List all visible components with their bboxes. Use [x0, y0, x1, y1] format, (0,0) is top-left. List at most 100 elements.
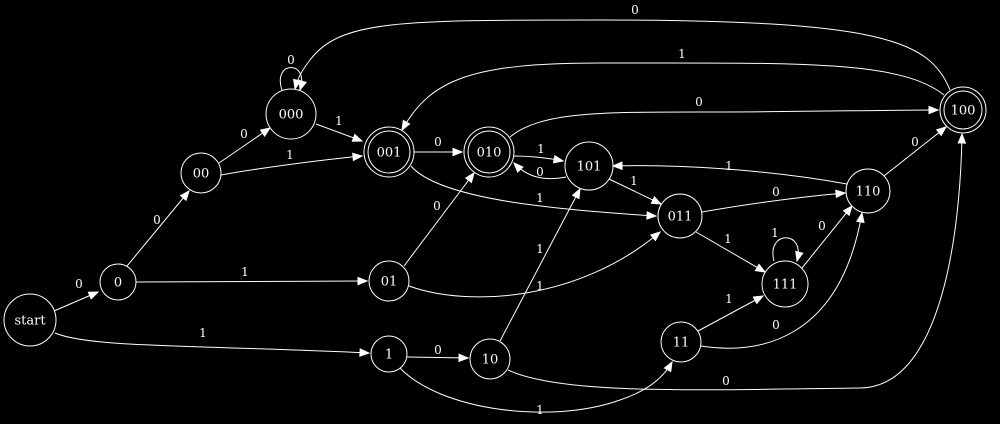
- accepting-ring: [367, 130, 411, 174]
- state-100[interactable]: 100: [939, 86, 987, 134]
- state-circle: [265, 88, 317, 140]
- edge-label: 0: [818, 219, 826, 233]
- state-000[interactable]: 000: [265, 88, 317, 140]
- state-01[interactable]: 01: [368, 260, 410, 302]
- edge-1-to-10-line: [406, 356, 469, 359]
- edge-101-to-010: 0: [513, 162, 567, 180]
- edge-011-to-110-arrowhead: [835, 189, 847, 199]
- edge-label: 1: [536, 403, 544, 417]
- state-circle: [370, 335, 408, 373]
- edge-label: 0: [695, 95, 703, 109]
- edge-label: 1: [725, 159, 733, 173]
- state-label: 101: [577, 160, 602, 175]
- state-011[interactable]: 011: [657, 193, 703, 239]
- edge-101-to-011-arrowhead: [650, 195, 663, 205]
- state-00[interactable]: 00: [180, 152, 222, 194]
- edge-label: 1: [241, 265, 249, 279]
- edge-011-to-111-arrowhead: [754, 263, 767, 273]
- edge-01-to-011-arrowhead: [649, 231, 662, 242]
- edge-001-to-011: 1: [410, 165, 658, 220]
- state-1[interactable]: 1: [370, 335, 408, 373]
- edge-11-to-111: 1: [697, 292, 765, 332]
- edge-01-to-011: 1: [408, 231, 662, 298]
- state-label: start: [14, 314, 46, 329]
- edge-011-to-110: 0: [701, 185, 847, 213]
- edge-00-to-001-line: [220, 155, 363, 176]
- state-circle: [469, 338, 511, 380]
- edge-100-to-001-arrowhead: [401, 119, 411, 132]
- state-label: 0: [114, 276, 122, 291]
- edge-label: 1: [199, 326, 207, 340]
- state-circle: [180, 152, 222, 194]
- state-label: 001: [377, 146, 402, 161]
- edge-label: 1: [536, 279, 544, 293]
- edge-100-to-000: 0: [293, 3, 951, 91]
- edge-101-to-011-line: [608, 178, 662, 205]
- edge-00-to-000-line: [218, 127, 271, 164]
- edge-label: 0: [434, 343, 442, 357]
- state-label: 110: [856, 185, 881, 200]
- state-101[interactable]: 101: [564, 141, 614, 191]
- edge-label: 1: [536, 242, 544, 256]
- edge-label: 1: [537, 142, 545, 156]
- edge-110-to-101-arrowhead: [611, 161, 623, 171]
- edge-0-to-01: 1: [135, 265, 369, 286]
- state-label: 000: [279, 108, 304, 123]
- state-circle: [368, 260, 410, 302]
- state-label: 00: [193, 167, 210, 182]
- state-001[interactable]: 001: [363, 126, 415, 178]
- edge-101-to-011: 1: [608, 174, 663, 205]
- edge-00-to-000-arrowhead: [259, 127, 272, 137]
- state-label: 100: [951, 104, 976, 119]
- state-110[interactable]: 110: [845, 168, 891, 214]
- state-010[interactable]: 010: [463, 126, 515, 178]
- edge-100-to-001: 1: [401, 47, 945, 132]
- state-label: 01: [381, 275, 398, 290]
- edge-010-to-100-arrowhead: [928, 105, 940, 115]
- edge-11-to-110: 0: [700, 211, 865, 349]
- edge-label: 0: [240, 127, 248, 141]
- state-circle: [3, 293, 57, 347]
- edge-label: 0: [631, 3, 639, 17]
- state-11[interactable]: 11: [660, 321, 702, 363]
- edge-00-to-001: 1: [220, 148, 364, 176]
- state-label: 10: [482, 353, 499, 368]
- edge-111-to-111: 1: [771, 226, 804, 263]
- edge-011-to-111-line: [695, 231, 766, 273]
- state-circle: [660, 321, 702, 363]
- edge-011-to-110-line: [701, 192, 846, 213]
- state-111[interactable]: 111: [761, 260, 809, 308]
- edge-1-to-11-line: [399, 361, 673, 413]
- edge-111-to-111-line: [772, 237, 799, 262]
- state-label: 1: [385, 348, 393, 363]
- edge-010-to-101: 1: [513, 142, 565, 164]
- state-circle: [564, 141, 614, 191]
- state-10[interactable]: 10: [469, 338, 511, 380]
- edge-010-to-100-line: [509, 109, 939, 138]
- state-start[interactable]: start: [3, 293, 57, 347]
- edge-1-to-11-arrowhead: [663, 360, 673, 373]
- edge-1-to-11: 1: [399, 360, 673, 417]
- edge-label: 0: [911, 135, 919, 149]
- edge-100-to-000-line: [294, 19, 951, 91]
- edge-100-to-001-line: [401, 62, 945, 131]
- edge-111-to-110-line: [801, 205, 853, 269]
- edge-1-to-10: 0: [406, 343, 470, 363]
- edge-label: 0: [536, 165, 544, 179]
- state-0[interactable]: 0: [99, 263, 137, 301]
- edge-start-to-0: 0: [53, 277, 100, 312]
- edge-10-to-101-arrowhead: [571, 187, 581, 200]
- edge-0-to-00-arrowhead: [179, 189, 190, 202]
- edge-110-to-100: 0: [883, 126, 948, 177]
- edge-label: 1: [771, 226, 779, 240]
- state-label: 011: [668, 210, 693, 225]
- edge-label: 0: [722, 374, 730, 388]
- edge-000-to-001-arrowhead: [351, 133, 364, 142]
- edge-10-to-101-line: [499, 188, 581, 342]
- edge-start-to-0-arrowhead: [87, 291, 100, 300]
- edge-000-to-001: 1: [315, 114, 364, 142]
- edge-label: 0: [287, 53, 295, 67]
- edge-label: 0: [153, 213, 161, 227]
- edge-label: 1: [725, 292, 733, 306]
- edge-10-to-101: 1: [499, 187, 581, 342]
